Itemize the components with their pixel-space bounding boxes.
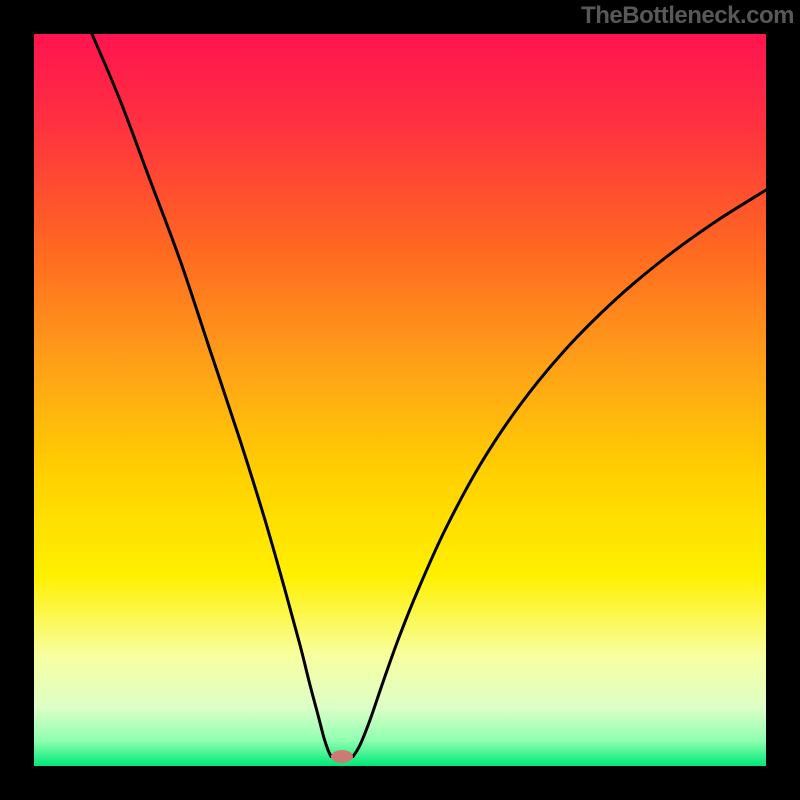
bottleneck-chart-svg bbox=[0, 0, 800, 800]
plot-background bbox=[34, 34, 766, 766]
minimum-marker bbox=[331, 750, 353, 763]
watermark-text: TheBottleneck.com bbox=[581, 2, 794, 30]
chart-container: TheBottleneck.com bbox=[0, 0, 800, 800]
